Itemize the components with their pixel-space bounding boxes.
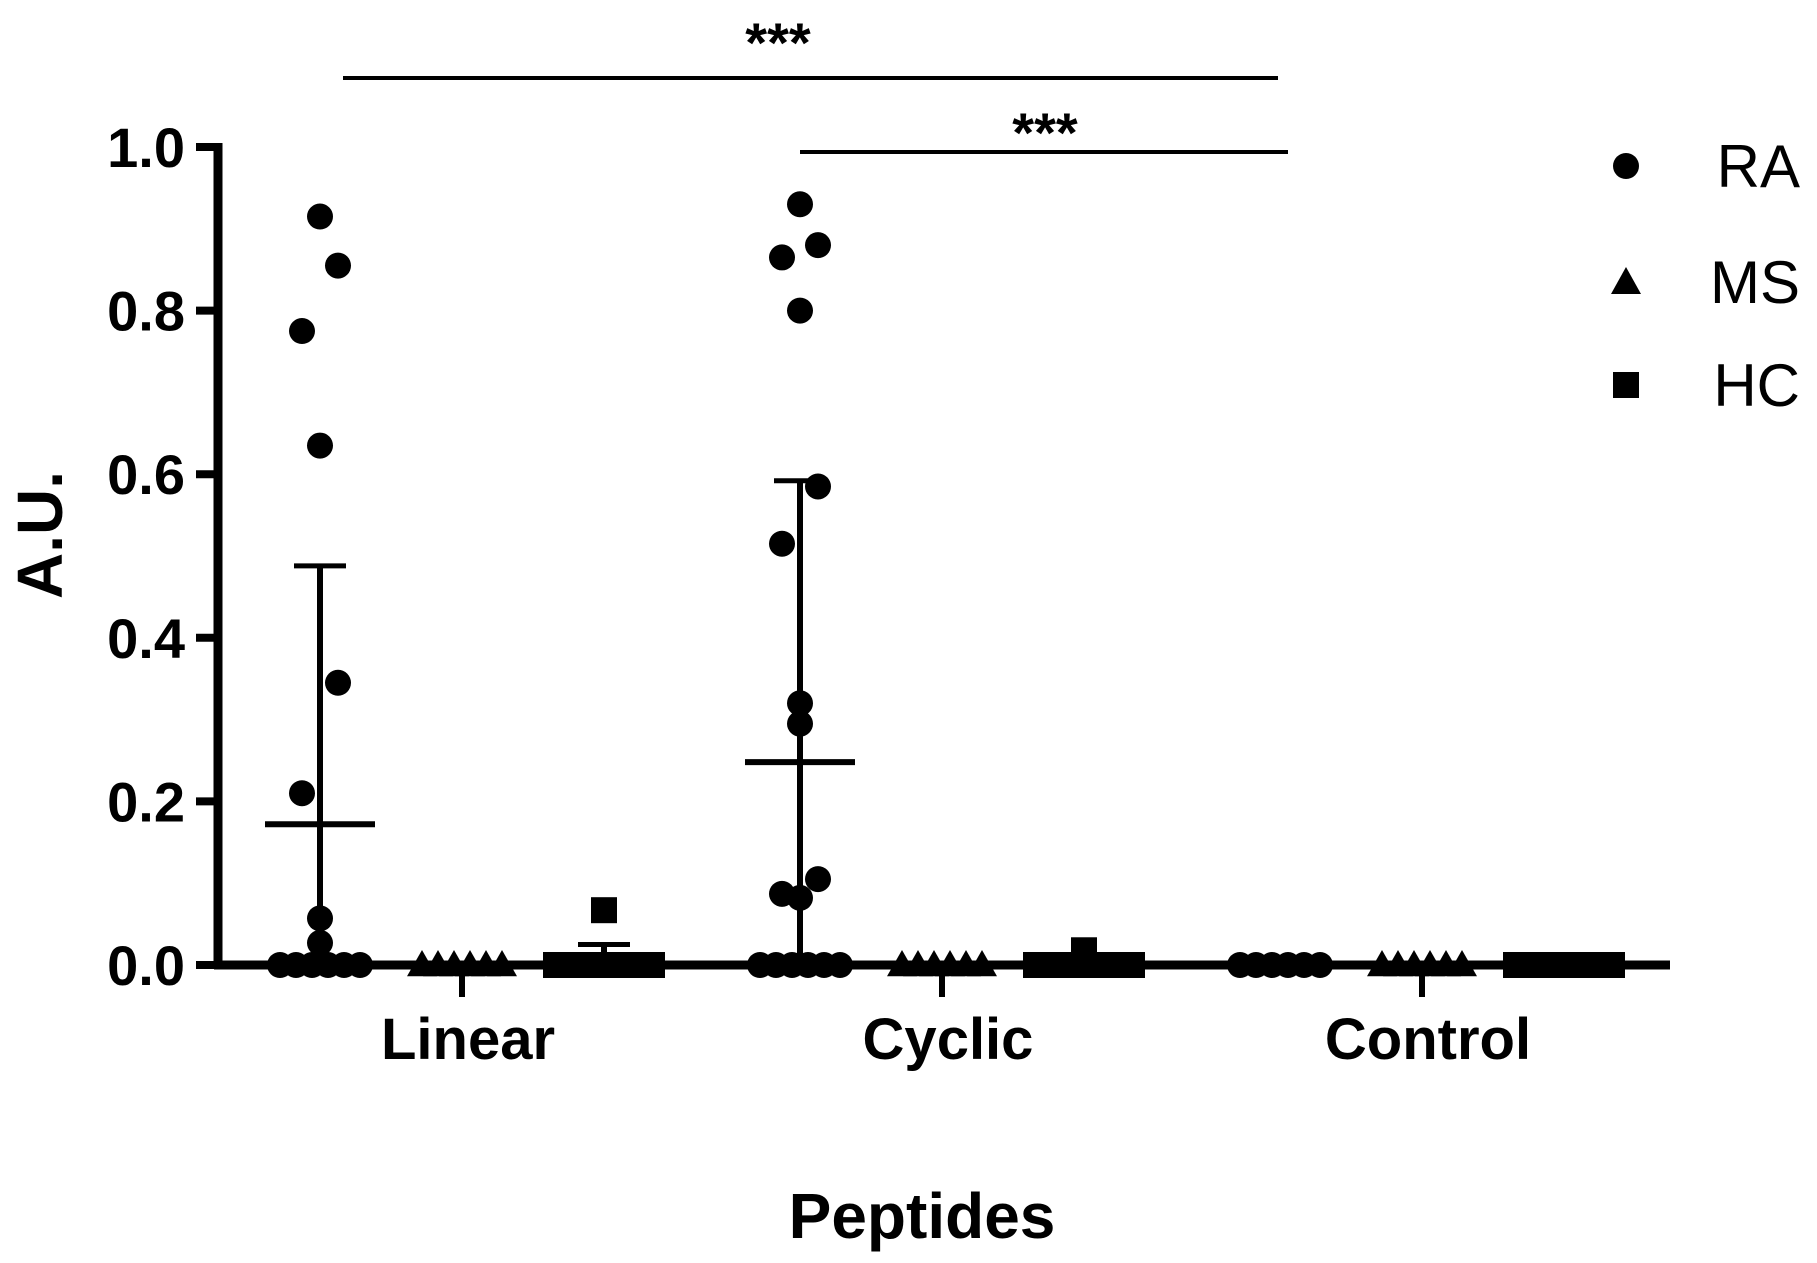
- marker-circle: [805, 473, 831, 500]
- series-MS-Cyclic: [887, 950, 997, 997]
- significance-annotations: *** ***: [343, 11, 1288, 164]
- series-MS-Linear: [407, 950, 517, 997]
- category-labels: Linear Cyclic Control: [381, 1007, 1531, 1072]
- category-label: Linear: [381, 1007, 555, 1072]
- marker-circle: [307, 432, 333, 459]
- marker-circle: [787, 690, 813, 717]
- series-HC-Control: [1503, 952, 1625, 978]
- legend-marker-circle: [1613, 153, 1639, 179]
- legend: RA MS HC: [1611, 133, 1800, 419]
- legend-label: RA: [1717, 133, 1800, 200]
- series-RA-Control: [1225, 952, 1335, 978]
- marker-circle: [347, 952, 373, 978]
- y-tick-label: 1.0: [107, 116, 185, 179]
- legend-item-RA: RA: [1613, 133, 1800, 200]
- marker-circle: [805, 866, 831, 893]
- series-RA-Linear: [265, 203, 375, 978]
- marker-circle: [769, 530, 795, 557]
- y-tick-label: 0.0: [107, 934, 185, 997]
- marker-circle: [787, 297, 813, 324]
- series-MS-Control: [1367, 950, 1477, 997]
- legend-marker-square: [1613, 372, 1639, 398]
- marker-circle: [805, 232, 831, 259]
- series-HC-Linear: [543, 897, 665, 978]
- series-RA-Cyclic: [745, 191, 855, 978]
- legend-label: MS: [1710, 249, 1800, 316]
- marker-circle: [787, 710, 813, 737]
- significance-label: ***: [1012, 101, 1078, 164]
- x-axis-title: Peptides: [789, 1180, 1056, 1252]
- category-label: Control: [1325, 1007, 1531, 1072]
- y-tick-label: 0.4: [107, 607, 185, 670]
- marker-circle: [827, 952, 853, 978]
- marker-circle: [289, 318, 315, 345]
- marker-circle: [307, 929, 333, 956]
- category-label: Cyclic: [863, 1007, 1034, 1072]
- legend-marker-triangle: [1611, 267, 1641, 294]
- marker-square: [591, 897, 617, 924]
- legend-label: HC: [1713, 352, 1800, 419]
- y-tick-label: 0.6: [107, 443, 185, 506]
- y-axis-title: A.U.: [4, 471, 76, 599]
- data-marks: [265, 191, 1625, 997]
- legend-item-HC: HC: [1613, 352, 1800, 419]
- y-tick-label: 0.8: [107, 280, 185, 343]
- legend-item-MS: MS: [1611, 249, 1800, 316]
- marker-circle: [325, 252, 351, 279]
- marker-circle: [307, 203, 333, 230]
- marker-circle: [769, 244, 795, 271]
- series-HC-Cyclic: [1023, 937, 1145, 978]
- marker-circle: [289, 780, 315, 807]
- marker-circle: [787, 191, 813, 218]
- marker-circle: [787, 884, 813, 911]
- marker-circle: [325, 669, 351, 696]
- marker-circle: [307, 905, 333, 932]
- y-ticks: 0.0 0.2 0.4 0.6 0.8 1.0: [107, 116, 218, 997]
- marker-square: [639, 952, 665, 978]
- y-tick-label: 0.2: [107, 770, 185, 833]
- significance-label: ***: [745, 11, 811, 74]
